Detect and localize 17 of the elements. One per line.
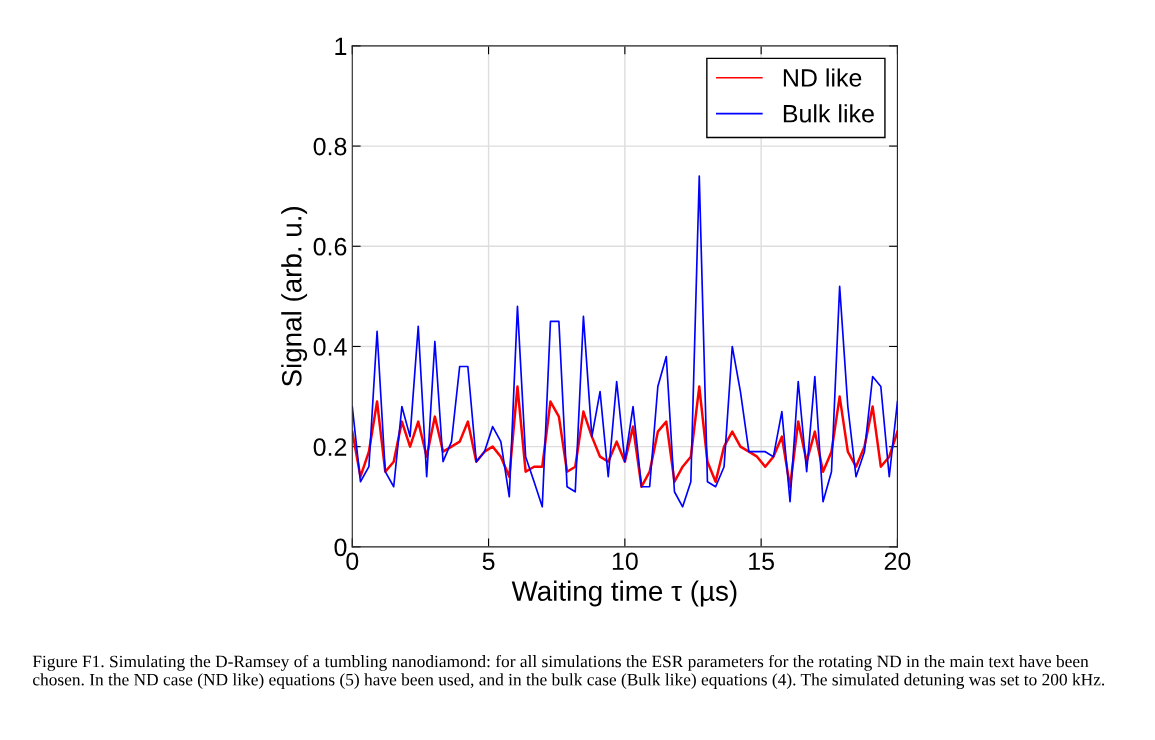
caption: Figure F1. Simulating the D-Ramsey of a tumbling nanodiamond: for all simulations the ESR parameters for the rotating ND in the main text have been chosen. In the ND case (ND like) equations (5) have been used, and in the bulk case (Bulk like) equations (4). The simulated detuning was set to 200 kHz.	[32, 654, 1105, 690]
x-tick-label: 20	[884, 552, 911, 571]
x-tick-label: 15	[749, 552, 774, 571]
x-tick-label: 0	[346, 552, 359, 571]
x-tick-label: 10	[612, 552, 638, 571]
x-tick-label: 5	[482, 552, 495, 571]
y-axis-title: Signal (arb. u.)	[281, 207, 308, 387]
y-tick-label: 1	[335, 37, 347, 55]
y-tick-label: 0.8	[313, 137, 347, 156]
legend-label: Bulk like	[783, 104, 874, 123]
line-series	[352, 175, 898, 508]
x-axis-title: Waiting time τ (µs)	[511, 580, 737, 607]
legend-label: ND like	[783, 68, 862, 87]
y-tick-label: 0.6	[313, 237, 347, 256]
y-tick-label: 0.4	[313, 338, 347, 356]
y-tick-label: 0.2	[313, 438, 347, 456]
y-tick-label: 0	[334, 538, 347, 557]
